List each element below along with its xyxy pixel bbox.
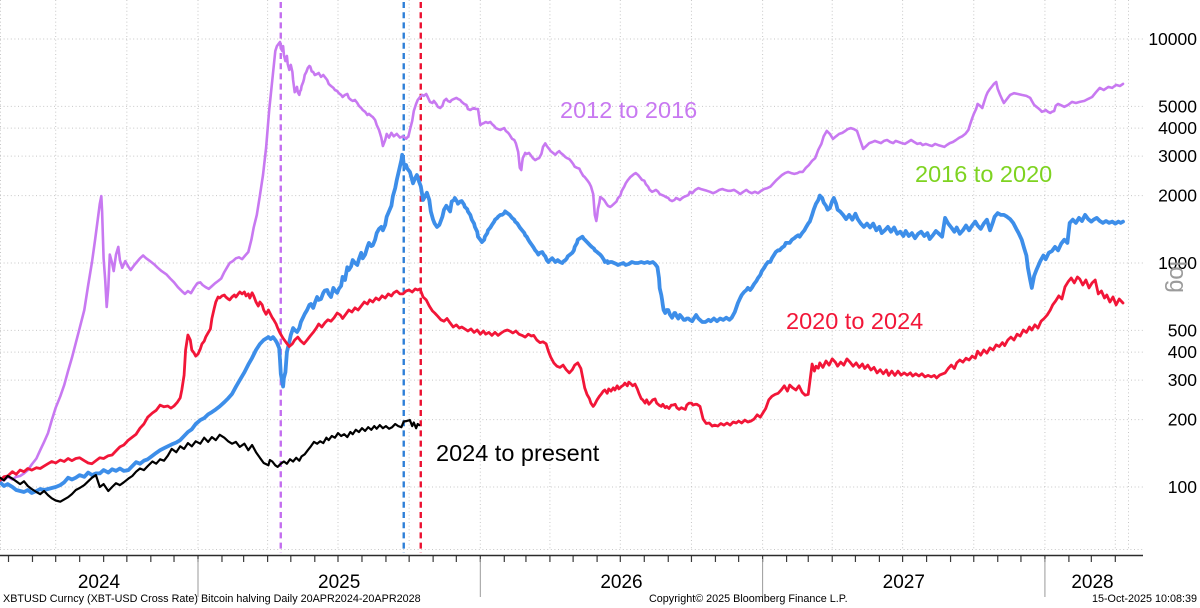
footer-copyright-text: Copyright© 2025 Bloomberg Finance L.P. [649, 593, 848, 605]
footer-security-text: XBTUSD Curncy (XBT-USD Cross Rate) Bitco… [3, 593, 421, 605]
y-tick-label-3000: 3000 [1158, 146, 1197, 166]
y-tick-label-1000: 1000 [1158, 253, 1197, 273]
x-year-label-2024: 2024 [78, 572, 121, 593]
y-tick-label-100: 100 [1168, 477, 1197, 497]
y-tick-label-500: 500 [1168, 320, 1197, 340]
legend-label-2016-to-2020: 2016 to 2020 [915, 161, 1053, 187]
y-tick-label-10000: 10000 [1148, 29, 1197, 49]
legend-label-2012-to-2016: 2012 to 2016 [560, 97, 698, 123]
footer-timestamp: 15-Oct-2025 10:08:39 [1091, 593, 1197, 605]
x-year-label-2027: 2027 [883, 572, 925, 593]
y-tick-label-4000: 4000 [1158, 118, 1197, 138]
y-axis-log-label: log [1164, 261, 1191, 293]
y-tick-label-300: 300 [1168, 370, 1197, 390]
y-tick-label-200: 200 [1168, 410, 1197, 430]
y-tick-label-400: 400 [1168, 342, 1197, 362]
series-line-2012-to-2016 [0, 40, 1125, 482]
series-line-2024-to-present [0, 419, 421, 503]
x-year-label-2026: 2026 [600, 572, 642, 593]
x-year-label-2028: 2028 [1071, 572, 1113, 593]
legend-label-2020-to-2024: 2020 to 2024 [786, 308, 924, 334]
legend-label-2024-to-present: 2024 to present [436, 440, 600, 466]
x-year-label-2025: 2025 [318, 572, 360, 593]
series-line-2016-to-2020 [0, 152, 1125, 495]
y-tick-label-5000: 5000 [1158, 96, 1197, 116]
series-line-2020-to-2024 [0, 275, 1125, 482]
y-tick-label-2000: 2000 [1158, 186, 1197, 206]
